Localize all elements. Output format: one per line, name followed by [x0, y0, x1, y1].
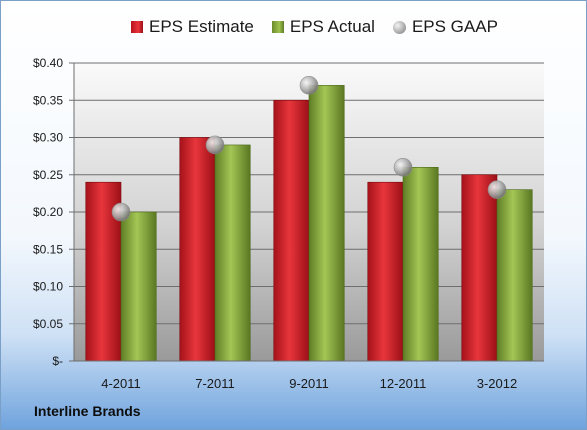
marker-eps-gaap	[393, 158, 413, 177]
y-tick-label: $0.35	[33, 93, 63, 107]
bar-eps-estimate	[273, 99, 310, 362]
x-tick-label: 12-2011	[380, 376, 427, 391]
bar-eps-estimate	[367, 181, 404, 362]
y-tick-label: $0.40	[33, 56, 63, 70]
gaap-markers	[111, 76, 507, 222]
marker-eps-gaap	[205, 135, 225, 155]
company-name: Interline Brands	[34, 403, 141, 419]
y-tick-label: $0.20	[33, 205, 63, 219]
x-tick-label: 9-2011	[289, 376, 329, 391]
y-tick-label: $0.30	[33, 131, 63, 145]
bar-eps-estimate	[461, 174, 498, 362]
bar-eps-actual	[496, 189, 533, 362]
bar-eps-actual	[120, 211, 157, 362]
legend-item-estimate: EPS Estimate	[131, 17, 254, 37]
y-tick-label: $0.10	[33, 280, 63, 294]
x-axis: 4-2011 7-2011 9-2011 12-2011 3-2012	[74, 360, 544, 391]
y-tick-label: $0.15	[33, 242, 63, 256]
bar-eps-estimate	[179, 137, 216, 362]
chart-legend: EPS Estimate EPS Actual EPS GAAP	[131, 17, 498, 37]
y-axis: $- $0.05 $0.10 $0.15 $0.20 $0.25 $0.30 $0.35 $0.…	[33, 56, 75, 368]
legend-swatch-estimate	[131, 21, 143, 33]
legend-swatch-gaap	[392, 20, 406, 34]
legend-item-gaap: EPS GAAP	[392, 17, 498, 37]
x-tick-label: 4-2011	[101, 376, 141, 391]
legend-item-actual: EPS Actual	[271, 17, 375, 37]
legend-label-gaap: EPS GAAP	[411, 17, 498, 36]
bar-eps-actual	[214, 144, 251, 362]
marker-eps-gaap	[487, 180, 507, 199]
x-tick-label: 7-2011	[195, 376, 235, 391]
bars	[85, 85, 533, 362]
legend-label-estimate: EPS Estimate	[149, 17, 254, 36]
marker-eps-gaap	[299, 76, 319, 95]
bar-eps-actual	[402, 167, 439, 362]
legend-label-actual: EPS Actual	[289, 17, 375, 36]
y-tick-label: $0.25	[33, 168, 63, 182]
bar-eps-actual	[308, 85, 345, 362]
marker-eps-gaap	[111, 202, 131, 222]
y-tick-label: $0.05	[33, 317, 63, 331]
x-tick-label: 3-2012	[477, 376, 517, 391]
legend-swatch-actual	[271, 21, 284, 33]
y-tick-label: $-	[52, 354, 63, 368]
